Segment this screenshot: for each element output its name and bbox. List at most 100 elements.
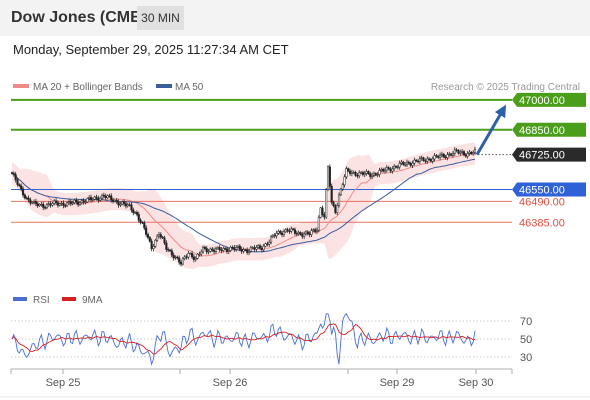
candle-body [446,154,449,158]
candle [473,146,477,155]
candle [55,198,58,206]
candle-body [416,160,420,163]
candle-body [461,151,464,153]
candle [156,234,159,242]
candle [205,246,208,255]
candle-body [23,194,26,199]
candle [411,160,414,168]
candle [167,247,170,253]
candle [282,229,285,238]
ma50-legend-label: MA 50 [175,82,204,93]
candle-body [178,257,181,263]
candle-body [341,184,344,190]
bollinger-legend-swatch [13,84,29,88]
candle-body [84,201,87,204]
candle [82,198,85,205]
candle-body [238,245,241,250]
level-tag-2 [512,182,586,197]
level-label-3: 46490.00 [519,196,565,208]
candle [391,166,394,174]
candle [330,183,333,205]
candle-body [163,237,166,244]
candle [292,227,295,231]
candle-body [161,236,164,239]
candle-body [146,234,150,238]
candle-body [229,246,232,251]
candle-body [209,248,212,252]
candle [178,255,181,265]
candle-body [236,245,240,248]
candle [319,206,322,219]
chart-header: Dow Jones (CME) 30 MIN [0,0,590,36]
candle-body [466,153,469,157]
rsi-legend: RSI 9MA [13,295,103,306]
candle-body [358,172,361,177]
candle [214,246,217,254]
candle [84,199,87,205]
candle-body [78,202,82,205]
moving-averages [11,104,507,257]
candle-body [284,229,287,233]
candle-body [189,253,192,255]
candle [404,162,407,167]
candle [326,165,330,192]
candle [146,232,150,240]
candle-body [141,222,144,224]
candle-body [279,231,282,234]
candle-body [207,251,210,253]
candle [21,186,25,198]
candle-body [95,196,98,199]
candle-body [191,253,194,258]
rsi-ma-line [11,323,476,355]
candle [422,156,425,162]
candle-body [88,197,91,199]
candle-body [77,201,80,205]
candle [426,156,429,164]
candle [102,192,105,199]
candle-body [389,168,392,172]
candle [191,251,194,260]
timeframe-button[interactable]: 30 MIN [137,6,184,30]
candle [383,167,387,174]
candle [119,202,122,208]
candle [453,147,456,156]
candle [262,243,265,253]
candle-body [45,204,48,209]
candle [337,192,341,208]
candle-body [262,245,265,251]
candle [435,153,438,158]
candle [170,248,173,258]
candle-body [330,185,333,203]
candle-body [387,167,390,170]
candle-body [268,241,271,245]
candle [270,234,273,245]
candle-body [301,234,304,237]
candle [23,193,26,200]
candle-body [462,151,466,156]
candle [325,187,328,219]
candle-body [126,204,129,207]
candle [347,167,350,173]
candle-body [244,249,247,251]
candle [16,177,19,187]
candle-body [128,204,131,206]
candle [27,195,30,203]
candle-body [337,194,341,206]
candle [394,165,398,169]
candle-body [374,173,377,176]
candle-body [349,170,352,174]
candle-body [450,153,453,156]
candle [100,193,104,200]
candle [299,231,302,236]
candle-body [242,249,245,252]
candle [89,194,93,203]
candle-body [323,214,326,218]
candle-body [273,234,276,237]
research-credit: Research © 2025 Trading Central [431,82,580,93]
candle-body [205,248,208,253]
candle [293,227,296,236]
candle-body [415,159,418,162]
time-tick-label: Sep 30 [459,377,494,389]
candle [99,196,102,203]
candle-body [473,148,477,153]
